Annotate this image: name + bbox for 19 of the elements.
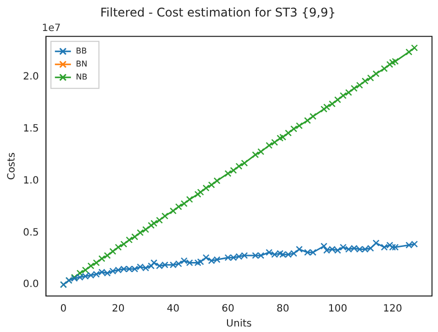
x-axis-title: Units bbox=[226, 318, 252, 330]
text: 1e7 bbox=[42, 22, 61, 34]
x-tick-label: 40 bbox=[166, 304, 180, 315]
y-tick-label: 2.0 bbox=[22, 71, 39, 82]
legend-label: BB bbox=[76, 46, 87, 56]
x-tick-label: 60 bbox=[222, 304, 234, 315]
legend-label: NB bbox=[76, 72, 88, 82]
x-tick-label: 0 bbox=[60, 304, 67, 315]
chart-title: Filtered - Cost estimation for ST3 {9,9} bbox=[100, 5, 336, 20]
y-tick-label: 0.5 bbox=[22, 227, 39, 238]
x-tick-label: 120 bbox=[382, 304, 402, 315]
x-tick-label: 80 bbox=[276, 304, 290, 315]
y-tick-label: 1.0 bbox=[22, 175, 39, 186]
y-tick-label: 1.5 bbox=[22, 123, 39, 134]
y-axis-title: Costs bbox=[6, 152, 18, 180]
x-tick-label: 20 bbox=[112, 304, 125, 315]
legend-label: BN bbox=[76, 59, 88, 68]
x-tick-label: 100 bbox=[328, 304, 348, 315]
y-tick-label: 0.0 bbox=[22, 279, 39, 290]
